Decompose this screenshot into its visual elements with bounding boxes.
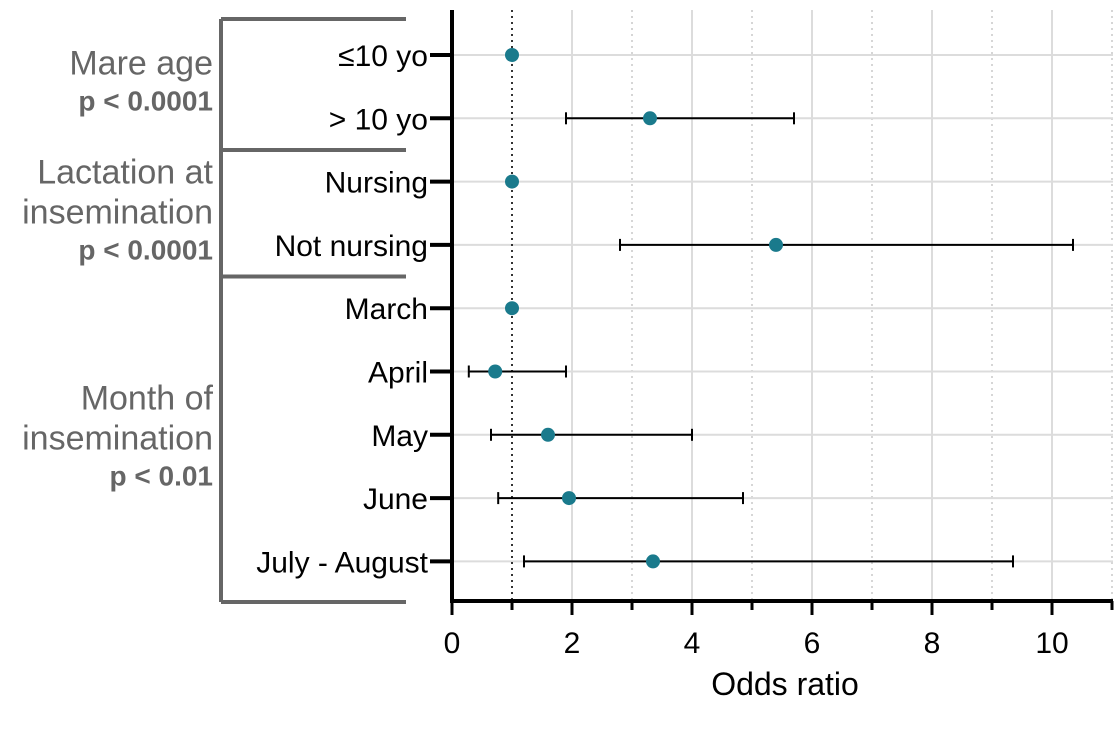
- x-tick-label: 6: [804, 627, 821, 660]
- point-2: [505, 174, 519, 189]
- group-name-1-line-1: insemination: [22, 193, 213, 231]
- row-label-5: April: [368, 357, 428, 390]
- point-8: [646, 554, 660, 569]
- row-label-0: ≤10 yo: [338, 40, 428, 73]
- point-6: [541, 427, 555, 442]
- row-label-7: June: [363, 483, 428, 516]
- point-7: [562, 491, 576, 506]
- row-label-4: March: [345, 293, 428, 326]
- x-axis-title: Odds ratio: [711, 666, 859, 702]
- group-p-value-2: p < 0.01: [109, 460, 213, 491]
- group-p-value-1: p < 0.0001: [78, 234, 213, 265]
- point-0: [505, 48, 519, 62]
- data-marks: [467, 48, 1074, 569]
- row-label-6: May: [371, 420, 428, 453]
- group-name-0-line-0: Mare age: [69, 44, 213, 82]
- grid-layer: [452, 10, 1113, 601]
- point-1: [643, 111, 657, 126]
- point-5: [488, 364, 503, 379]
- x-tick-label: 8: [924, 627, 941, 660]
- x-tick-label: 0: [444, 627, 461, 660]
- row-label-1: > 10 yo: [329, 103, 428, 136]
- x-tick-label: 2: [564, 627, 581, 660]
- axes: 0 2 4 6 8 10 ≤10 yo > 10 yo Nursing Not nursing Ma…: [256, 10, 1114, 660]
- row-label-2: Nursing: [325, 167, 428, 200]
- group-name-1-line-0: Lactation at: [37, 153, 213, 191]
- group-name-2-line-0: Month of: [81, 379, 214, 417]
- x-tick-label: 10: [1035, 627, 1068, 660]
- point-4: [505, 301, 519, 316]
- row-label-8: July - August: [256, 546, 428, 579]
- group-name-2-line-1: insemination: [22, 419, 213, 457]
- point-3: [769, 237, 783, 252]
- group-p-value-0: p < 0.0001: [78, 85, 213, 116]
- row-label-3: Not nursing: [275, 230, 428, 263]
- x-tick-label: 4: [684, 627, 701, 660]
